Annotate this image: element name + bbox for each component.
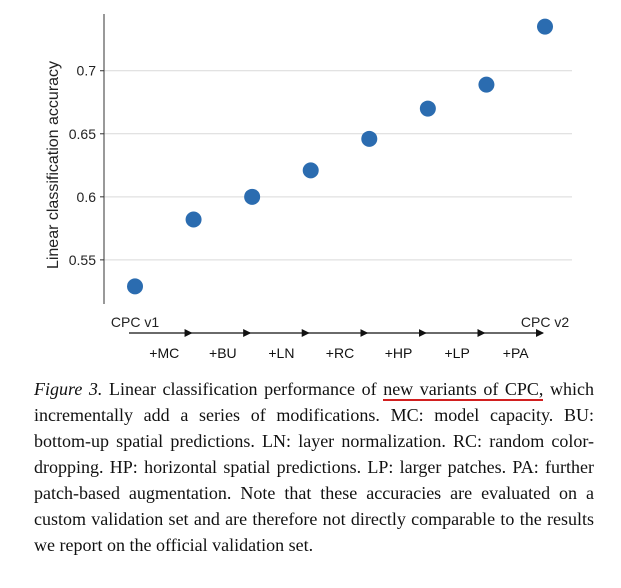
data-point <box>302 162 319 179</box>
step-label: +PA <box>503 345 529 361</box>
end-label: CPC v2 <box>521 314 569 330</box>
data-point <box>185 211 202 228</box>
caption-highlight: new variants of CPC, <box>383 379 544 401</box>
y-tick-label: 0.6 <box>77 189 97 205</box>
y-ticks: 0.55 0.6 0.65 0.7 <box>69 63 104 268</box>
y-tick-label: 0.65 <box>69 126 96 142</box>
modification-steps: +MC +BU +LN +RC +HP +LP +PA <box>129 329 544 361</box>
step-label: +HP <box>385 345 413 361</box>
caption-text-start: Linear classification performance of <box>102 379 384 399</box>
data-points <box>127 18 553 295</box>
data-point <box>244 188 261 205</box>
caption-text-rest: which incrementally add a series of modi… <box>34 379 594 555</box>
start-label: CPC v1 <box>111 314 159 330</box>
data-point <box>361 130 378 147</box>
grid-lines <box>104 70 572 261</box>
step-label: +MC <box>149 345 179 361</box>
accuracy-chart: 0.55 0.6 0.65 0.7 Linear classification acc… <box>45 14 572 361</box>
step-label: +LP <box>444 345 469 361</box>
data-point <box>127 278 143 295</box>
step-label: +RC <box>326 345 354 361</box>
data-point <box>537 18 553 35</box>
data-point <box>419 100 436 117</box>
step-label: +BU <box>209 345 237 361</box>
figure-caption: Figure 3. Linear classification performa… <box>34 376 594 558</box>
step-label: +LN <box>268 345 294 361</box>
y-tick-label: 0.55 <box>69 252 96 268</box>
y-axis-label: Linear classification accuracy <box>45 61 62 269</box>
figure-label: Figure 3. <box>34 379 103 399</box>
data-point <box>478 76 495 93</box>
y-tick-label: 0.7 <box>77 63 97 79</box>
